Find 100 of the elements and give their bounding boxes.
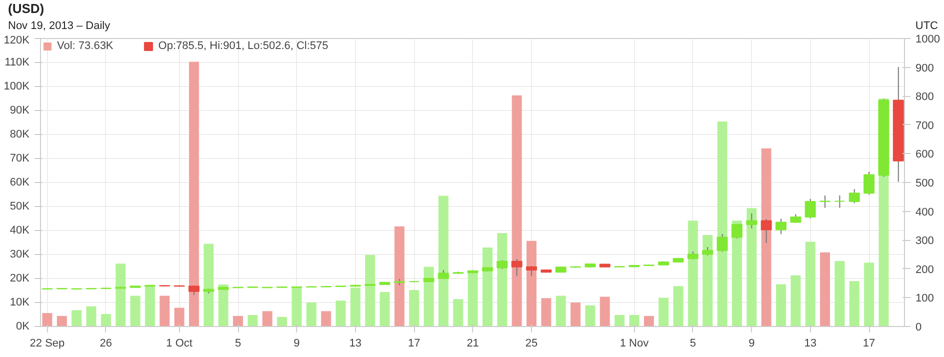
candlestick <box>848 188 860 204</box>
bar <box>849 281 860 326</box>
candlestick <box>834 194 846 208</box>
bar <box>116 264 126 326</box>
bar <box>453 299 464 326</box>
bar <box>86 306 96 326</box>
x-tick-label: 5 <box>690 338 696 350</box>
bar <box>394 226 404 326</box>
bar <box>160 296 170 326</box>
chart-subtitle: Nov 19, 2013 – Daily <box>8 18 110 34</box>
y-tick-label: 110K <box>4 56 30 68</box>
bar <box>834 260 845 326</box>
bar <box>365 254 376 326</box>
bar <box>100 314 111 326</box>
bar <box>512 95 522 326</box>
text: UTC <box>915 18 938 34</box>
bar <box>600 296 610 326</box>
x-tick-label: 13 <box>804 338 816 350</box>
candlestick <box>716 234 728 252</box>
x-tick-label: 1 Oct <box>166 338 192 350</box>
y2-tick-label: 0 <box>916 322 922 334</box>
candlestick <box>820 194 830 208</box>
y-tick-label: 70K <box>10 152 30 164</box>
bar <box>72 310 82 326</box>
x-tick-label: 26 <box>100 338 112 350</box>
candlestick <box>526 266 537 276</box>
x-tick-label: 25 <box>525 338 538 350</box>
bar <box>277 316 288 326</box>
bar <box>761 148 772 326</box>
candlestick <box>864 171 875 196</box>
y-tick-label: 20K <box>10 272 30 284</box>
x-tick-label: 13 <box>349 338 362 350</box>
y2-tick-label: 900 <box>916 62 934 74</box>
bar <box>42 313 52 326</box>
bar <box>658 298 669 326</box>
x-tick-label: 21 <box>466 338 479 350</box>
y2-tick-label: 200 <box>916 264 934 276</box>
bar <box>541 298 552 326</box>
bar <box>776 284 786 326</box>
bar <box>424 266 434 326</box>
bar <box>864 262 874 326</box>
x-tick-label: 5 <box>234 338 242 350</box>
bar <box>790 275 801 326</box>
bar <box>350 288 360 326</box>
bar <box>248 314 258 326</box>
bar <box>336 300 346 326</box>
y-tick-label: 30K <box>10 248 30 260</box>
y2-tick-label: 800 <box>916 91 934 104</box>
y-tick-label: 80K <box>10 128 30 140</box>
y2-tick-label: 300 <box>916 235 934 248</box>
bar <box>820 252 830 326</box>
bar <box>673 286 684 326</box>
candlestick <box>731 223 742 239</box>
bar <box>688 220 698 326</box>
bar <box>174 308 184 326</box>
bar <box>805 242 816 326</box>
bar <box>482 248 492 326</box>
y-tick-label: 40K <box>10 224 30 236</box>
x-tick-label: 17 <box>862 338 876 350</box>
candlestick <box>804 198 816 219</box>
bar <box>629 314 640 326</box>
y-tick-label: 120K <box>4 34 30 46</box>
y-tick-label: 0K <box>16 320 30 332</box>
bar <box>188 62 199 326</box>
bar <box>746 208 757 326</box>
bar <box>321 311 332 326</box>
y-tick-label: 100K <box>4 80 30 92</box>
y-tick-label: 10K <box>10 296 30 308</box>
bar <box>218 284 228 326</box>
bar <box>204 244 214 326</box>
candlestick <box>760 218 772 244</box>
bar <box>144 284 155 326</box>
bar <box>556 296 566 326</box>
bar <box>585 305 596 326</box>
x-tick-label: 17 <box>408 338 420 350</box>
chart-title: (USD) <box>8 0 46 18</box>
y-tick-label: 90K <box>10 104 30 116</box>
y2-tick-label: 500 <box>916 178 934 190</box>
bar <box>438 196 448 326</box>
bar <box>497 233 508 326</box>
bar <box>614 314 625 326</box>
bar <box>380 292 390 326</box>
legend-label: Vol: 73.63K <box>57 40 114 52</box>
bar <box>233 316 243 326</box>
bar <box>56 316 67 326</box>
bar <box>526 240 536 326</box>
y2-tick-label: 600 <box>916 148 934 161</box>
bar <box>717 122 728 326</box>
x-tick-label: 9 <box>748 338 755 350</box>
candlestick <box>746 212 758 229</box>
y2-tick-label: 1000 <box>916 34 940 46</box>
candlestick <box>511 258 522 276</box>
x-tick-label: 1 Nov <box>620 338 650 350</box>
bar <box>262 311 272 326</box>
bar <box>292 286 302 326</box>
candlestick <box>775 218 786 235</box>
bar <box>644 316 654 326</box>
bar <box>130 296 140 326</box>
x-tick-label: 9 <box>294 338 300 350</box>
y-tick-label: 60K <box>10 176 30 188</box>
